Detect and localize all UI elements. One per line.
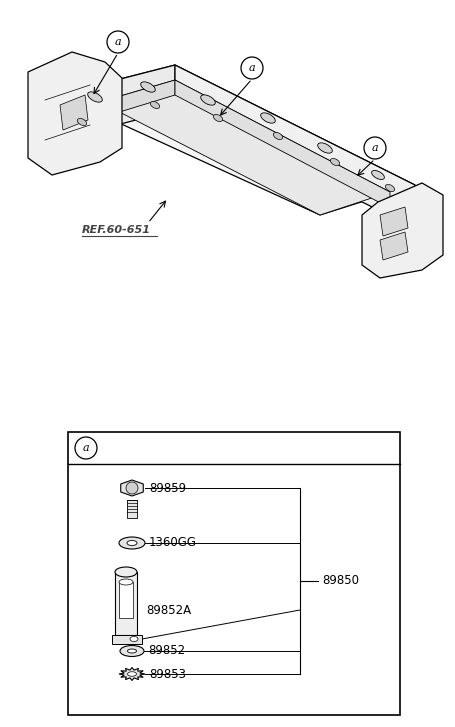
Circle shape (126, 482, 138, 494)
Ellipse shape (260, 113, 275, 123)
Ellipse shape (317, 142, 332, 153)
Polygon shape (175, 65, 414, 228)
Polygon shape (58, 65, 175, 140)
Text: REF.60-651: REF.60-651 (82, 225, 151, 235)
Ellipse shape (127, 540, 136, 545)
Polygon shape (115, 572, 136, 635)
Circle shape (107, 31, 129, 53)
Ellipse shape (115, 567, 136, 577)
Polygon shape (361, 183, 442, 278)
Text: a: a (371, 143, 378, 153)
Text: 89859: 89859 (149, 481, 186, 494)
Text: a: a (82, 443, 89, 453)
Text: 89850: 89850 (321, 574, 358, 587)
Ellipse shape (130, 637, 138, 641)
Ellipse shape (141, 82, 155, 92)
Ellipse shape (371, 171, 384, 180)
Polygon shape (60, 95, 88, 130)
Bar (127, 500, 136, 518)
Ellipse shape (150, 102, 159, 108)
Polygon shape (112, 635, 142, 644)
Polygon shape (119, 582, 133, 618)
Ellipse shape (120, 646, 144, 656)
Ellipse shape (119, 579, 133, 585)
Text: 89853: 89853 (149, 667, 186, 680)
Ellipse shape (200, 95, 215, 105)
Polygon shape (175, 80, 389, 208)
Circle shape (75, 437, 97, 459)
Polygon shape (379, 232, 407, 260)
Text: 1360GG: 1360GG (149, 537, 197, 550)
Polygon shape (379, 207, 407, 236)
Ellipse shape (119, 537, 145, 549)
Ellipse shape (213, 114, 222, 121)
Ellipse shape (384, 185, 394, 191)
Bar (68, 432, 399, 715)
Text: a: a (115, 37, 121, 47)
Polygon shape (100, 80, 389, 215)
Ellipse shape (127, 672, 136, 676)
Text: 89852: 89852 (148, 645, 185, 657)
Polygon shape (58, 65, 414, 215)
Polygon shape (28, 52, 122, 175)
Ellipse shape (77, 119, 86, 126)
Polygon shape (119, 667, 145, 680)
Ellipse shape (273, 132, 282, 140)
Ellipse shape (127, 649, 136, 653)
Polygon shape (121, 480, 143, 496)
Ellipse shape (87, 92, 102, 103)
Polygon shape (100, 80, 175, 118)
Circle shape (241, 57, 263, 79)
Text: a: a (248, 63, 255, 73)
Circle shape (363, 137, 385, 159)
Text: 89852A: 89852A (146, 603, 191, 616)
Ellipse shape (329, 158, 339, 166)
